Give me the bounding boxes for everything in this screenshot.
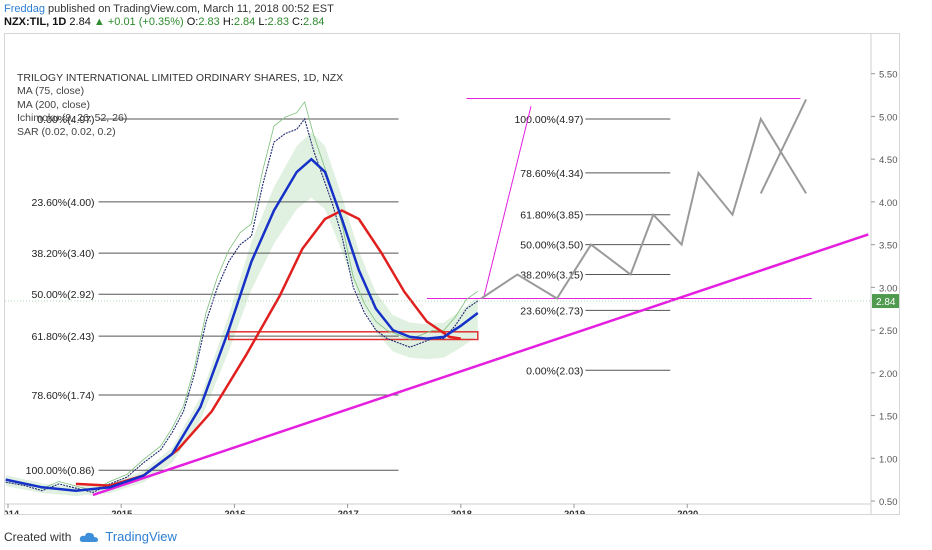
tradingview-cloud-icon — [80, 532, 99, 542]
y-tick-label: 1.50 — [879, 412, 898, 423]
chart-panel[interactable]: 0.50 1.00 1.50 2.00 2.50 3.00 3.50 4.00 4.50 5.00… — [4, 33, 900, 515]
price-chart[interactable]: 0.50 1.00 1.50 2.00 2.50 3.00 3.50 4.00 4.50 5.00… — [5, 34, 899, 514]
tradingview-brand[interactable]: TradingView — [105, 529, 177, 544]
legend-ichimoku[interactable]: Ichimoku (9, 26, 52, 26) — [17, 112, 128, 125]
price-change: ▲ — [93, 16, 108, 28]
fib-level-label: 100.00%(0.86) — [26, 465, 95, 477]
x-tick-label: 2015 — [111, 509, 133, 514]
fib-level-label: 0.00%(2.03) — [526, 365, 583, 377]
x-tick-label: 2020 — [677, 509, 698, 514]
last-price-badge — [872, 294, 899, 309]
x-tick-label: 2019 — [564, 509, 585, 514]
created-with-label: Created with — [4, 529, 72, 544]
ma75-line — [5, 157, 479, 492]
y-tick-label: 5.00 — [879, 112, 898, 123]
legend-sar[interactable]: SAR (0.02, 0.02, 0.2) — [17, 125, 116, 138]
fib-level-label: 78.60%(4.34) — [520, 168, 583, 180]
fib-level-label: 23.60%(2.73) — [520, 305, 583, 317]
x-tick-label: 2018 — [451, 509, 472, 514]
fib-level-label: 61.80%(2.43) — [32, 331, 95, 343]
price-change-value: +0.01 (+0.35%) — [107, 16, 184, 28]
close-label: C: — [292, 16, 304, 28]
chart-title: TRILOGY INTERNATIONAL LIMITED ORDINARY S… — [17, 72, 344, 84]
fib-level-label: 38.20%(3.40) — [32, 248, 95, 260]
high-label: H: — [222, 16, 234, 28]
close-value: 2.84 — [303, 16, 325, 28]
fib-level-label: 50.00%(3.50) — [520, 240, 583, 252]
y-tick-label: 3.00 — [879, 283, 898, 294]
projection-path-tail — [759, 98, 808, 194]
indicator-legend: TRILOGY INTERNATIONAL LIMITED ORDINARY S… — [17, 72, 343, 139]
last-price: 2.84 — [69, 16, 91, 28]
publish-header: Freddag published on TradingView.com, Ma… — [4, 3, 334, 15]
ichimoku-cloud — [5, 132, 478, 497]
y-tick-label: 4.00 — [879, 198, 898, 209]
fib-level-label: 0.00%(4.97) — [37, 114, 94, 126]
fib-level-label: 78.60%(1.74) — [32, 390, 95, 402]
legend-ma200[interactable]: MA (200, close) — [17, 98, 90, 111]
projection-path — [480, 116, 807, 300]
fib-level-label: 23.60%(4.00) — [32, 197, 95, 209]
high-value: 2.84 — [233, 16, 256, 28]
y-tick-label: 3.50 — [879, 241, 898, 252]
ohlc-bar: NZX:TIL, 1D 2.84 ▲ +0.01 (+0.35%) O:2.83… — [4, 16, 324, 28]
y-tick-label: 4.50 — [879, 155, 898, 166]
y-tick-label: 5.50 — [879, 70, 898, 81]
y-tick-label: 2.00 — [879, 369, 898, 380]
open-label: O: — [186, 16, 199, 28]
legend-ma75[interactable]: MA (75, close) — [17, 85, 85, 98]
ichimoku-lagging-line — [5, 101, 479, 491]
x-tick-label: 2017 — [338, 509, 359, 514]
steep-trend-line — [483, 106, 532, 299]
last-price-label: 2.84 — [876, 297, 896, 308]
fib-level-label: 50.00%(2.92) — [32, 289, 95, 301]
fib-level-label: 100.00%(4.97) — [514, 114, 583, 126]
low-value: 2.83 — [267, 16, 289, 28]
low-label: L: — [258, 16, 268, 28]
x-tick-label: 2014 — [5, 509, 20, 514]
publish-info: published on TradingView.com, March 11, … — [48, 3, 334, 15]
fib-level-label: 61.80%(3.85) — [520, 210, 583, 222]
price-line — [5, 117, 479, 494]
fib-level-label: 38.20%(3.15) — [520, 270, 583, 282]
x-tick-label: 2016 — [224, 509, 245, 514]
y-tick-label: 2.50 — [879, 326, 898, 337]
y-tick-label: 1.00 — [879, 454, 898, 465]
symbol-label: NZX:TIL, 1D — [4, 16, 67, 28]
open-value: 2.83 — [198, 16, 220, 28]
author-link[interactable]: Freddag — [4, 3, 45, 15]
support-trendline — [92, 233, 869, 497]
y-tick-label: 0.50 — [879, 497, 898, 508]
footer: Created with TradingView — [4, 529, 177, 544]
support-zone-box — [227, 331, 479, 341]
